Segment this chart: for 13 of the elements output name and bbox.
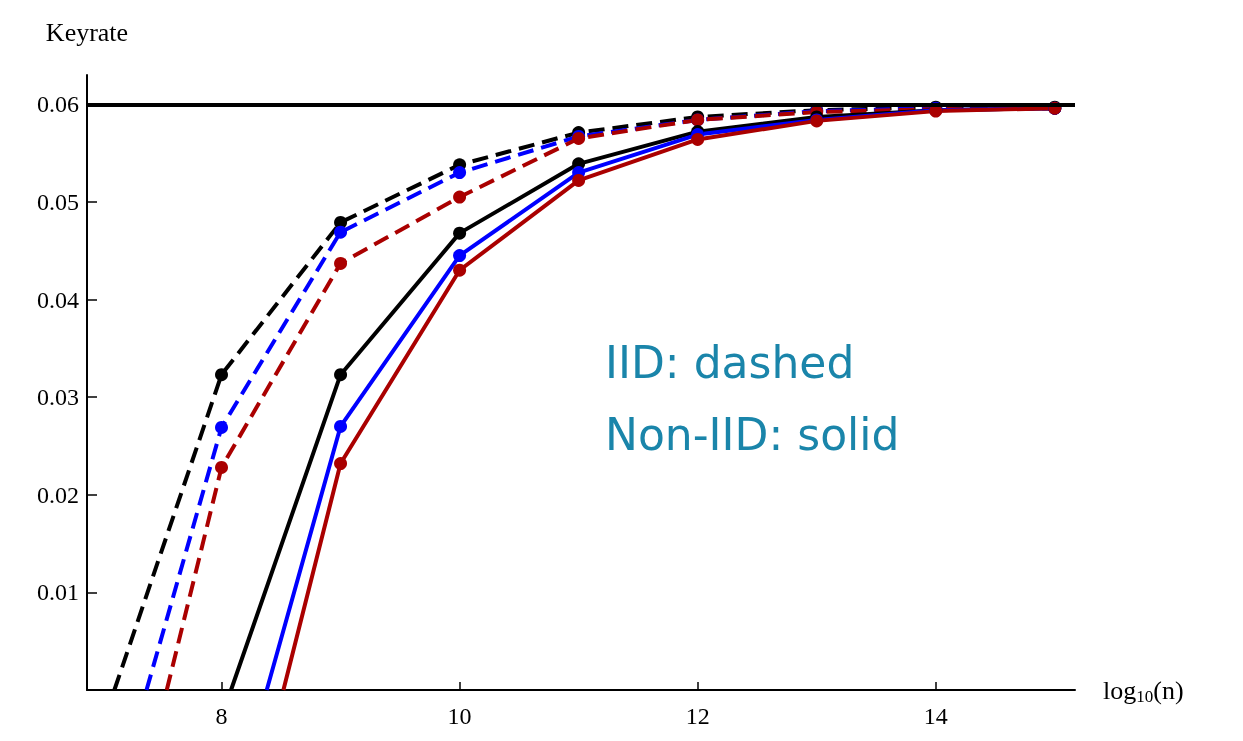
x-tick-label: 10	[447, 703, 472, 729]
y-tick-label: 0.05	[37, 188, 79, 215]
annotation: IID: dashed	[604, 336, 855, 388]
y-axis-title: Keyrate	[45, 17, 129, 47]
annotation: Non-IID: solid	[605, 408, 900, 460]
y-tick-label: 0.04	[37, 286, 79, 313]
x-tick-label: 14	[923, 703, 948, 729]
y-tick-label: 0.02	[37, 481, 79, 508]
x-tick-label: 8	[215, 703, 228, 729]
x-tick-label: 12	[685, 703, 710, 729]
y-tick-label: 0.01	[37, 579, 79, 606]
y-tick-label: 0.06	[37, 91, 79, 118]
y-tick-label: 0.03	[37, 384, 79, 411]
